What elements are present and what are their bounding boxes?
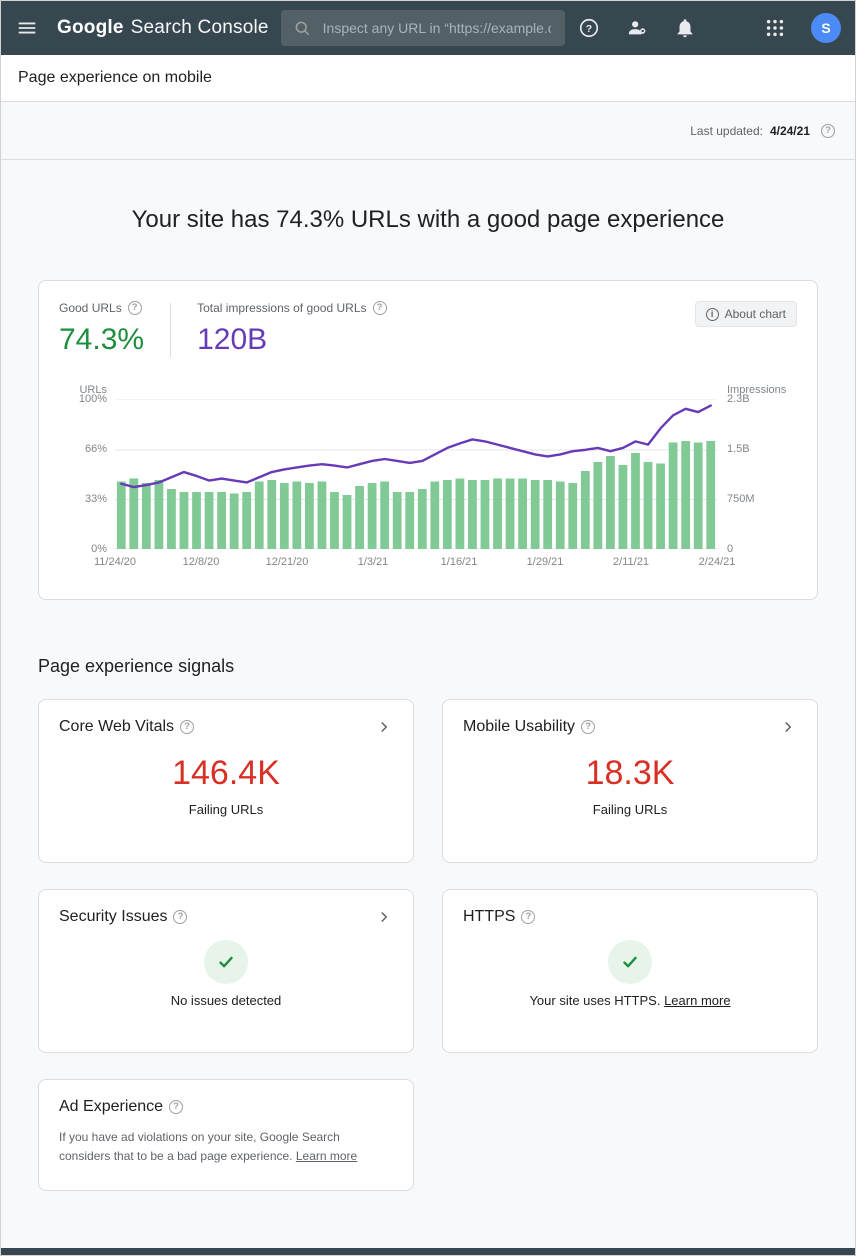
logo-product: Search Console bbox=[130, 17, 269, 38]
y-left-tick-label: 33% bbox=[84, 493, 107, 505]
signals-section-title: Page experience signals bbox=[38, 656, 235, 676]
core-web-vitals-help-icon[interactable] bbox=[180, 720, 195, 734]
card-mobile-usability[interactable]: Mobile Usability 18.3K Failing URLs bbox=[442, 699, 818, 863]
impressions-value: 120B bbox=[197, 323, 268, 356]
right-axis-title: Impressions bbox=[727, 384, 787, 396]
ad-experience-learn-more-link[interactable]: Learn more bbox=[295, 1148, 358, 1163]
last-updated-label: Last updated: bbox=[690, 123, 763, 138]
ad-experience-text: If you have ad violations on your site, … bbox=[59, 1130, 340, 1163]
failing-urls-caption: Failing URLs bbox=[592, 802, 668, 817]
https-help-icon[interactable] bbox=[521, 910, 536, 924]
metric-divider bbox=[170, 303, 172, 357]
impressions-metric[interactable]: Total impressions of good URLs 120B bbox=[197, 301, 387, 357]
app-bar-actions: ? S bbox=[577, 13, 841, 43]
card-security-issues[interactable]: Security Issues No issues detected bbox=[38, 889, 414, 1053]
svg-text:?: ? bbox=[586, 23, 592, 35]
card-ad-experience: Ad Experience If you have ad violations … bbox=[38, 1079, 414, 1191]
last-updated-help-icon[interactable] bbox=[821, 123, 835, 138]
failing-urls-value: 18.3K bbox=[585, 754, 675, 792]
ad-experience-help-icon[interactable] bbox=[169, 1100, 184, 1114]
hamburger-menu-icon[interactable] bbox=[15, 16, 39, 40]
left-axis-title: URLs bbox=[79, 384, 107, 396]
user-settings-icon[interactable] bbox=[625, 16, 649, 40]
y-right-tick-label: 2.3B bbox=[727, 393, 750, 405]
status-bar: Last updated: 4/24/21 bbox=[1, 102, 855, 160]
card-title: Ad Experience bbox=[59, 1098, 164, 1115]
help-icon[interactable]: ? bbox=[577, 16, 601, 40]
y-left-tick-label: 100% bbox=[78, 393, 107, 405]
card-core-web-vitals[interactable]: Core Web Vitals 146.4K Failing URLs bbox=[38, 699, 414, 863]
url-inspect-searchbox[interactable] bbox=[280, 10, 565, 46]
card-title: Mobile Usability bbox=[463, 718, 576, 735]
card-title: Core Web Vitals bbox=[59, 718, 175, 735]
footer-bar bbox=[1, 1248, 855, 1255]
good-urls-metric[interactable]: Good URLs 74.3% bbox=[59, 301, 144, 357]
good-urls-value: 74.3% bbox=[59, 323, 145, 356]
info-icon bbox=[705, 307, 719, 321]
last-updated-date: 4/24/21 bbox=[769, 123, 810, 138]
check-circle-icon bbox=[608, 940, 652, 984]
app-logo[interactable]: Google Search Console bbox=[57, 17, 269, 39]
about-chart-label: About chart bbox=[724, 307, 786, 321]
breadcrumb-bar: Page experience on mobile bbox=[1, 55, 855, 102]
failing-urls-value: 146.4K bbox=[172, 754, 280, 792]
https-learn-more-link[interactable]: Learn more bbox=[664, 993, 731, 1008]
mobile-usability-help-icon[interactable] bbox=[581, 720, 596, 734]
x-tick-label: 11/24/20 bbox=[93, 556, 137, 568]
about-chart-button[interactable]: About chart bbox=[694, 301, 797, 327]
x-tick-label: 1/16/21 bbox=[440, 556, 478, 568]
ad-experience-description: If you have ad violations on your site, … bbox=[59, 1128, 393, 1165]
card-title: HTTPS bbox=[463, 908, 516, 925]
x-tick-label: 12/21/20 bbox=[265, 556, 309, 568]
y-left-tick-label: 66% bbox=[84, 443, 107, 455]
y-right-tick-label: 1.5B bbox=[727, 443, 750, 455]
x-tick-label: 12/8/20 bbox=[182, 556, 220, 568]
main-content: Your site has 74.3% URLs with a good pag… bbox=[1, 160, 855, 1248]
notifications-bell-icon[interactable] bbox=[673, 16, 697, 40]
chart-plot bbox=[115, 399, 717, 549]
failing-urls-caption: Failing URLs bbox=[188, 802, 264, 817]
chevron-right-icon[interactable] bbox=[375, 908, 393, 926]
y-right-tick-label: 0 bbox=[727, 543, 734, 555]
apps-grid-icon[interactable] bbox=[763, 16, 787, 40]
x-tick-label: 2/11/21 bbox=[613, 556, 649, 568]
x-tick-label: 1/3/21 bbox=[357, 556, 389, 568]
chart: URLs Impressions 0% 33% 66% 100% 0 750M 1.5B 2.… bbox=[63, 381, 793, 581]
https-status-caption: Your site uses HTTPS. Learn more bbox=[463, 993, 797, 1008]
card-https[interactable]: HTTPS Your site uses HTTPS. Learn more bbox=[442, 889, 818, 1053]
chevron-right-icon[interactable] bbox=[779, 718, 797, 736]
chart-card: Good URLs 74.3% Total impressions of goo… bbox=[38, 280, 818, 600]
x-tick-label: 1/29/21 bbox=[526, 556, 564, 568]
impressions-help-icon[interactable] bbox=[372, 301, 387, 315]
impressions-label: Total impressions of good URLs bbox=[197, 301, 367, 315]
app-bar: Google Search Console ? S bbox=[1, 1, 855, 55]
security-status-caption: No issues detected bbox=[170, 993, 282, 1008]
x-tick-label: 2/24/21 bbox=[698, 556, 736, 568]
page-title: Page experience on mobile bbox=[18, 69, 212, 86]
chart-metrics: Good URLs 74.3% Total impressions of goo… bbox=[59, 301, 797, 357]
https-caption-text: Your site uses HTTPS. bbox=[529, 993, 661, 1008]
card-title: Security Issues bbox=[59, 908, 168, 925]
hero-headline: Your site has 74.3% URLs with a good pag… bbox=[131, 206, 725, 233]
security-issues-help-icon[interactable] bbox=[173, 910, 188, 924]
avatar[interactable]: S bbox=[811, 13, 841, 43]
good-urls-label: Good URLs bbox=[59, 301, 122, 315]
chart-plot-area: URLs Impressions 0% 33% 66% 100% 0 750M 1.5B 2.… bbox=[79, 384, 786, 568]
check-circle-icon bbox=[204, 940, 248, 984]
signals-grid: Core Web Vitals 146.4K Failing URLs Mobi… bbox=[38, 699, 818, 1237]
url-inspect-input[interactable] bbox=[320, 19, 553, 37]
search-icon bbox=[295, 21, 309, 36]
good-urls-help-icon[interactable] bbox=[127, 301, 142, 315]
y-left-tick-label: 0% bbox=[91, 543, 107, 555]
logo-google: Google bbox=[57, 17, 124, 38]
chevron-right-icon[interactable] bbox=[375, 718, 393, 736]
y-right-tick-label: 750M bbox=[727, 493, 755, 505]
